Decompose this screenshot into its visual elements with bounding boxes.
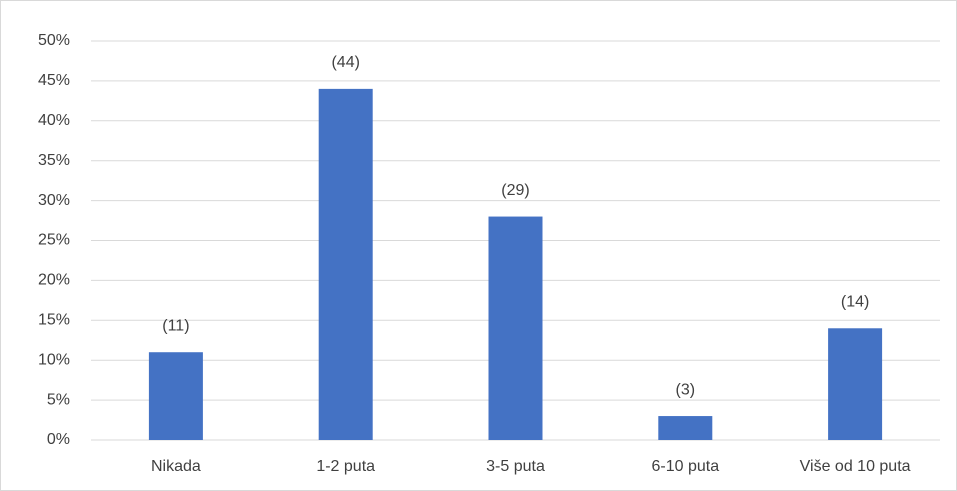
y-tick-label: 40% [38, 112, 70, 129]
y-tick-label: 20% [38, 272, 70, 289]
x-tick-label: 6-10 puta [651, 458, 719, 475]
y-tick-label: 35% [38, 152, 70, 169]
data-label: (29) [501, 182, 529, 199]
y-tick-label: 5% [47, 391, 70, 408]
bar [318, 88, 373, 440]
y-tick-label: 50% [38, 32, 70, 49]
y-tick-label: 0% [47, 431, 70, 448]
data-label: (14) [841, 293, 869, 310]
bar [488, 216, 543, 440]
y-tick-label: 10% [38, 351, 70, 368]
x-tick-label: Nikada [151, 458, 201, 475]
y-tick-label: 15% [38, 312, 70, 329]
x-tick-label: 1-2 puta [316, 458, 375, 475]
x-tick-label: 3-5 puta [486, 458, 545, 475]
data-label: (3) [676, 381, 696, 398]
x-tick-label: Više od 10 puta [800, 458, 911, 475]
y-tick-label: 45% [38, 72, 70, 89]
bar [148, 352, 203, 440]
bar [658, 416, 713, 440]
data-label: (44) [331, 54, 359, 71]
data-label: (11) [162, 317, 189, 334]
y-tick-label: 30% [38, 192, 70, 209]
bar [828, 328, 883, 440]
y-tick-label: 25% [38, 232, 70, 249]
